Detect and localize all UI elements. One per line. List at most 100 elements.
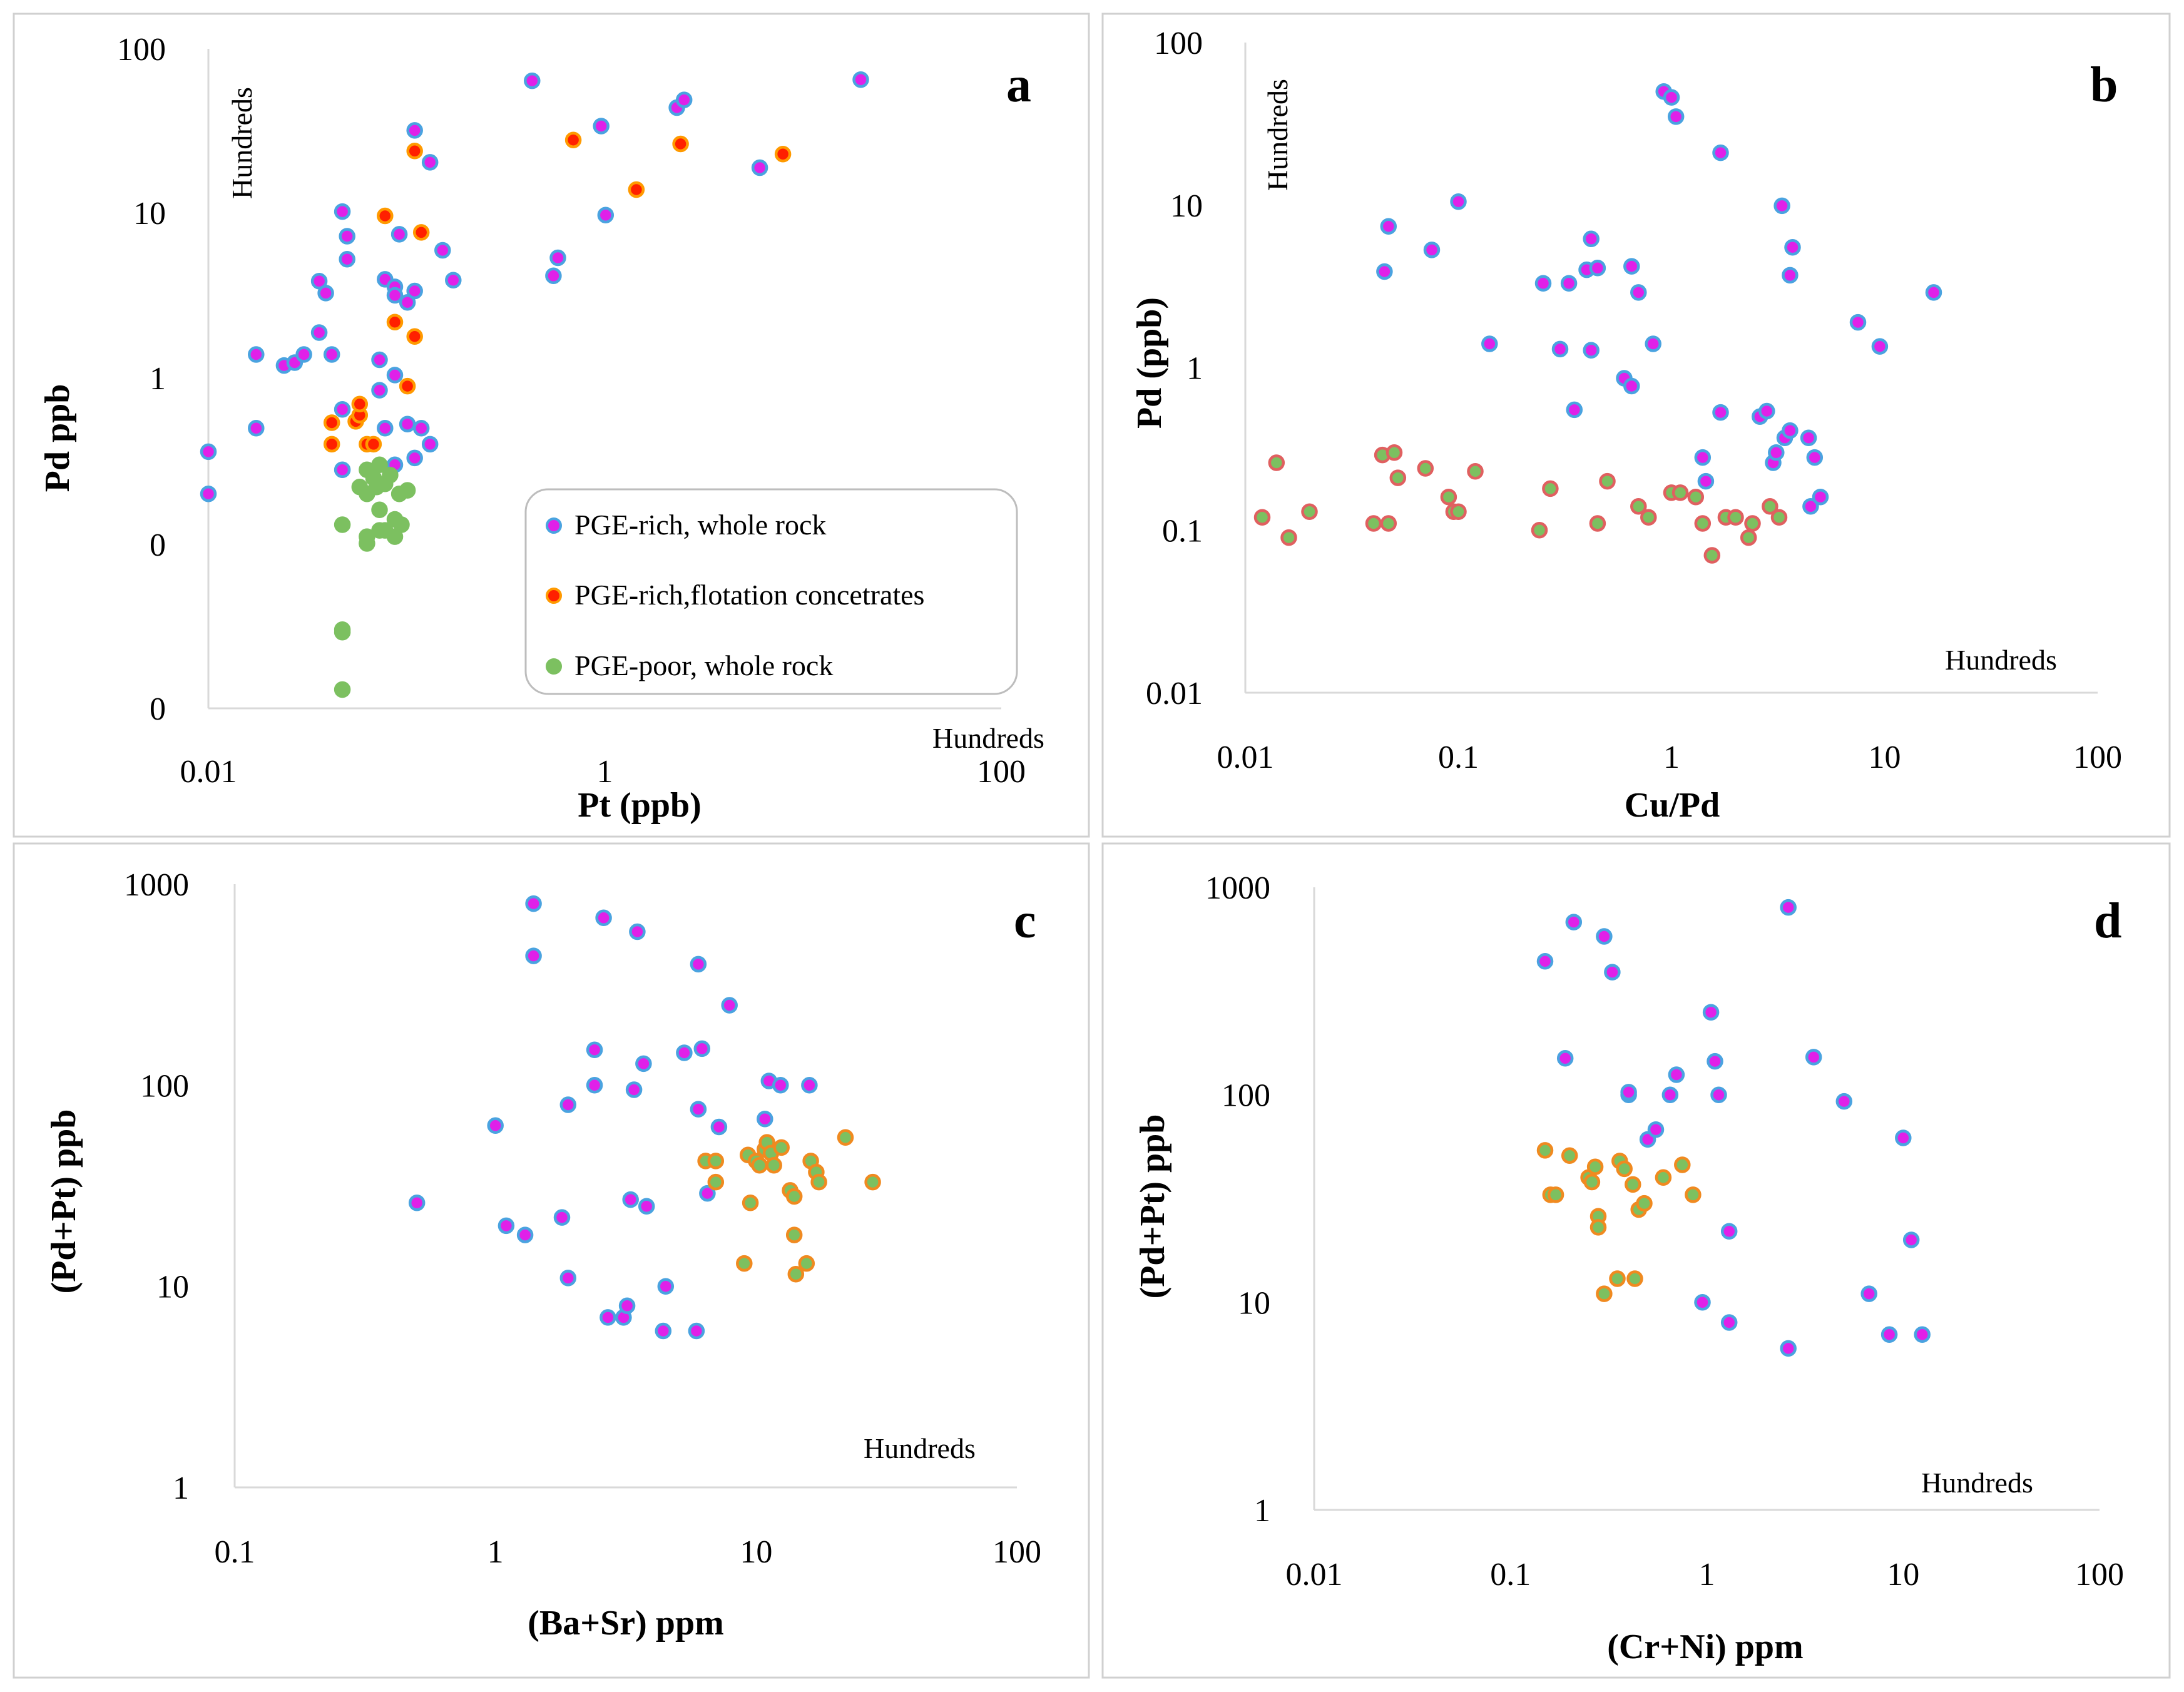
y-tick-label: 1000 [124,867,189,903]
data-point [498,1217,515,1235]
panel-a-xlabel: Pt (ppb) [578,786,702,825]
data-point [434,242,451,259]
y-tick-label: 0.01 [1146,676,1203,711]
data-point [1782,422,1799,439]
data-point [408,1195,426,1211]
data-point [837,1129,854,1146]
y-tick-label: 10 [156,1270,189,1305]
data-point [377,420,394,437]
data-point [1481,335,1498,352]
series-poorB [1253,444,1788,564]
data-point [1560,275,1578,292]
data-point [1583,1173,1601,1191]
data-point [1805,1049,1822,1066]
data-point [1253,509,1271,526]
data-point [593,118,610,135]
data-point [1707,1052,1723,1070]
data-point [371,382,388,399]
data-point [1551,340,1569,358]
data-point [736,1255,753,1272]
panel-d-x-units-note: Hundreds [1921,1467,2033,1499]
data-point [688,1322,705,1340]
data-point [1599,472,1616,490]
y-tick-label: 10 [133,196,166,232]
data-point [1773,197,1790,215]
data-point [1636,1195,1653,1212]
data-point [386,313,404,331]
data-point [1703,547,1721,564]
data-point [339,228,355,245]
data-point [1770,509,1788,526]
data-point [516,1226,534,1243]
data-point [399,415,416,432]
data-point [334,681,351,698]
data-point [1780,899,1797,916]
data-point [386,367,404,384]
panel-c-letter: c [1014,894,1036,949]
y-tick-label: 0 [150,691,166,727]
legend-marker-poor [546,658,562,675]
data-point [390,226,408,243]
y-tick-label: 1 [1186,351,1203,387]
data-point [1812,488,1829,506]
data-point [1640,509,1657,526]
panel-d-ylabel: (Pd+Pt) ppb [1133,1114,1172,1299]
legend-box [524,488,1018,695]
panel-a-y-units-note: Hundreds [226,87,258,199]
data-point [559,1270,577,1287]
data-point [1914,1326,1931,1343]
data-point [1710,1086,1727,1103]
panel-a: 0.01 1 100 0 0 1 10 100 a Pt (ppb) Pd ppb Hundr… [13,13,1090,838]
data-point [1758,402,1775,420]
x-tick-label: 100 [992,1534,1041,1570]
data-point [622,1191,639,1208]
data-point [1604,964,1621,981]
panel-b: 0.01 0.1 1 10 100 0.01 0.1 1 10 100 b Cu/Pd Pd (p… [1101,13,2171,838]
data-point [421,436,439,453]
data-point [351,395,369,413]
data-point [365,436,382,453]
data-point [1655,1169,1672,1186]
data-point [1561,1147,1578,1164]
data-point [421,154,439,171]
data-point [1712,144,1729,161]
data-point [774,145,792,163]
data-point [371,351,388,369]
data-point [625,1081,643,1098]
data-point [525,947,542,964]
data-point [1687,488,1705,506]
data-point [399,377,416,395]
data-point [1630,284,1647,301]
panel-a-ylabel: Pd ppb [38,384,77,492]
data-point [1902,1231,1920,1248]
data-point [525,895,542,912]
x-tick-label: 1 [1663,740,1680,775]
series-flotation [323,131,792,453]
data-point [1849,313,1867,331]
data-point [1417,460,1434,477]
data-point [1623,377,1640,395]
data-point [1609,1270,1626,1287]
data-point [317,285,334,302]
data-point [1768,444,1785,461]
panel-c-x-units-note: Hundreds [864,1432,976,1464]
panel-c-frame [13,842,1090,1679]
data-point [1589,260,1606,277]
data-point [690,956,707,973]
panel-d-letter: d [2094,894,2122,949]
data-point [371,501,388,518]
data-point [676,1044,693,1061]
data-point [1740,529,1757,546]
legend-marker-rich [546,517,562,534]
data-point [406,143,423,160]
panel-a-frame [13,13,1090,838]
data-point [310,273,328,290]
data-point [1784,238,1801,256]
panel-a-legend: PGE-rich, whole rock PGE-rich,flotation … [524,488,1018,695]
data-point [323,346,340,363]
panel-d-xlabel: (Cr+Ni) ppm [1607,1628,1803,1666]
data-point [1674,1156,1691,1173]
data-point [1645,335,1661,352]
data-point [1365,515,1382,532]
